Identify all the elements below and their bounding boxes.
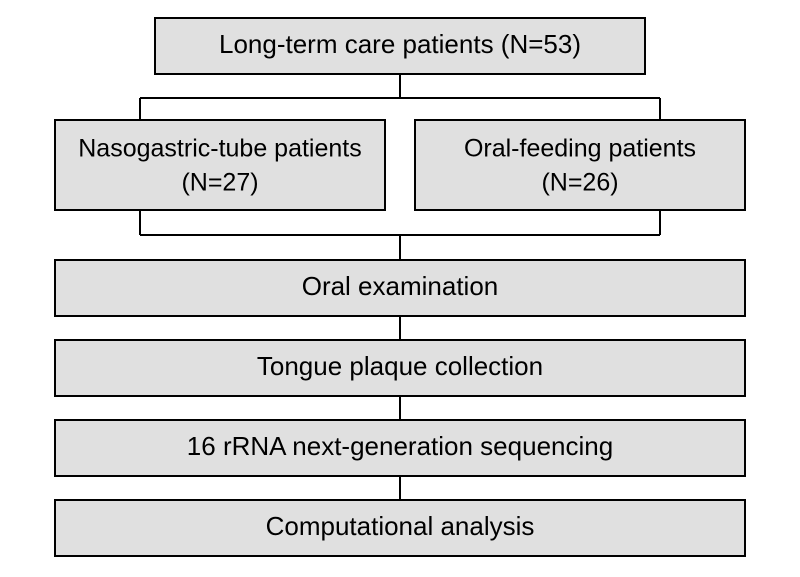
node-step1: Oral examination <box>55 260 745 316</box>
node-right-line2: (N=26) <box>541 169 618 197</box>
node-top: Long-term care patients (N=53) <box>155 18 645 74</box>
flowchart-canvas: Long-term care patients (N=53) Nasogastr… <box>0 0 800 577</box>
node-step3: 16 rRNA next-generation sequencing <box>55 420 745 476</box>
node-left-line2: (N=27) <box>181 169 258 197</box>
node-left-line1: Nasogastric-tube patients <box>78 135 361 163</box>
node-step3-label: 16 rRNA next-generation sequencing <box>187 431 613 461</box>
node-left: Nasogastric-tube patients (N=27) <box>55 120 385 210</box>
node-step1-label: Oral examination <box>302 271 499 301</box>
node-top-label: Long-term care patients (N=53) <box>219 29 581 59</box>
node-right-line1: Oral-feeding patients <box>464 135 696 163</box>
node-right: Oral-feeding patients (N=26) <box>415 120 745 210</box>
node-step4-label: Computational analysis <box>266 511 535 541</box>
node-step2: Tongue plaque collection <box>55 340 745 396</box>
node-step2-label: Tongue plaque collection <box>257 351 543 381</box>
node-step4: Computational analysis <box>55 500 745 556</box>
